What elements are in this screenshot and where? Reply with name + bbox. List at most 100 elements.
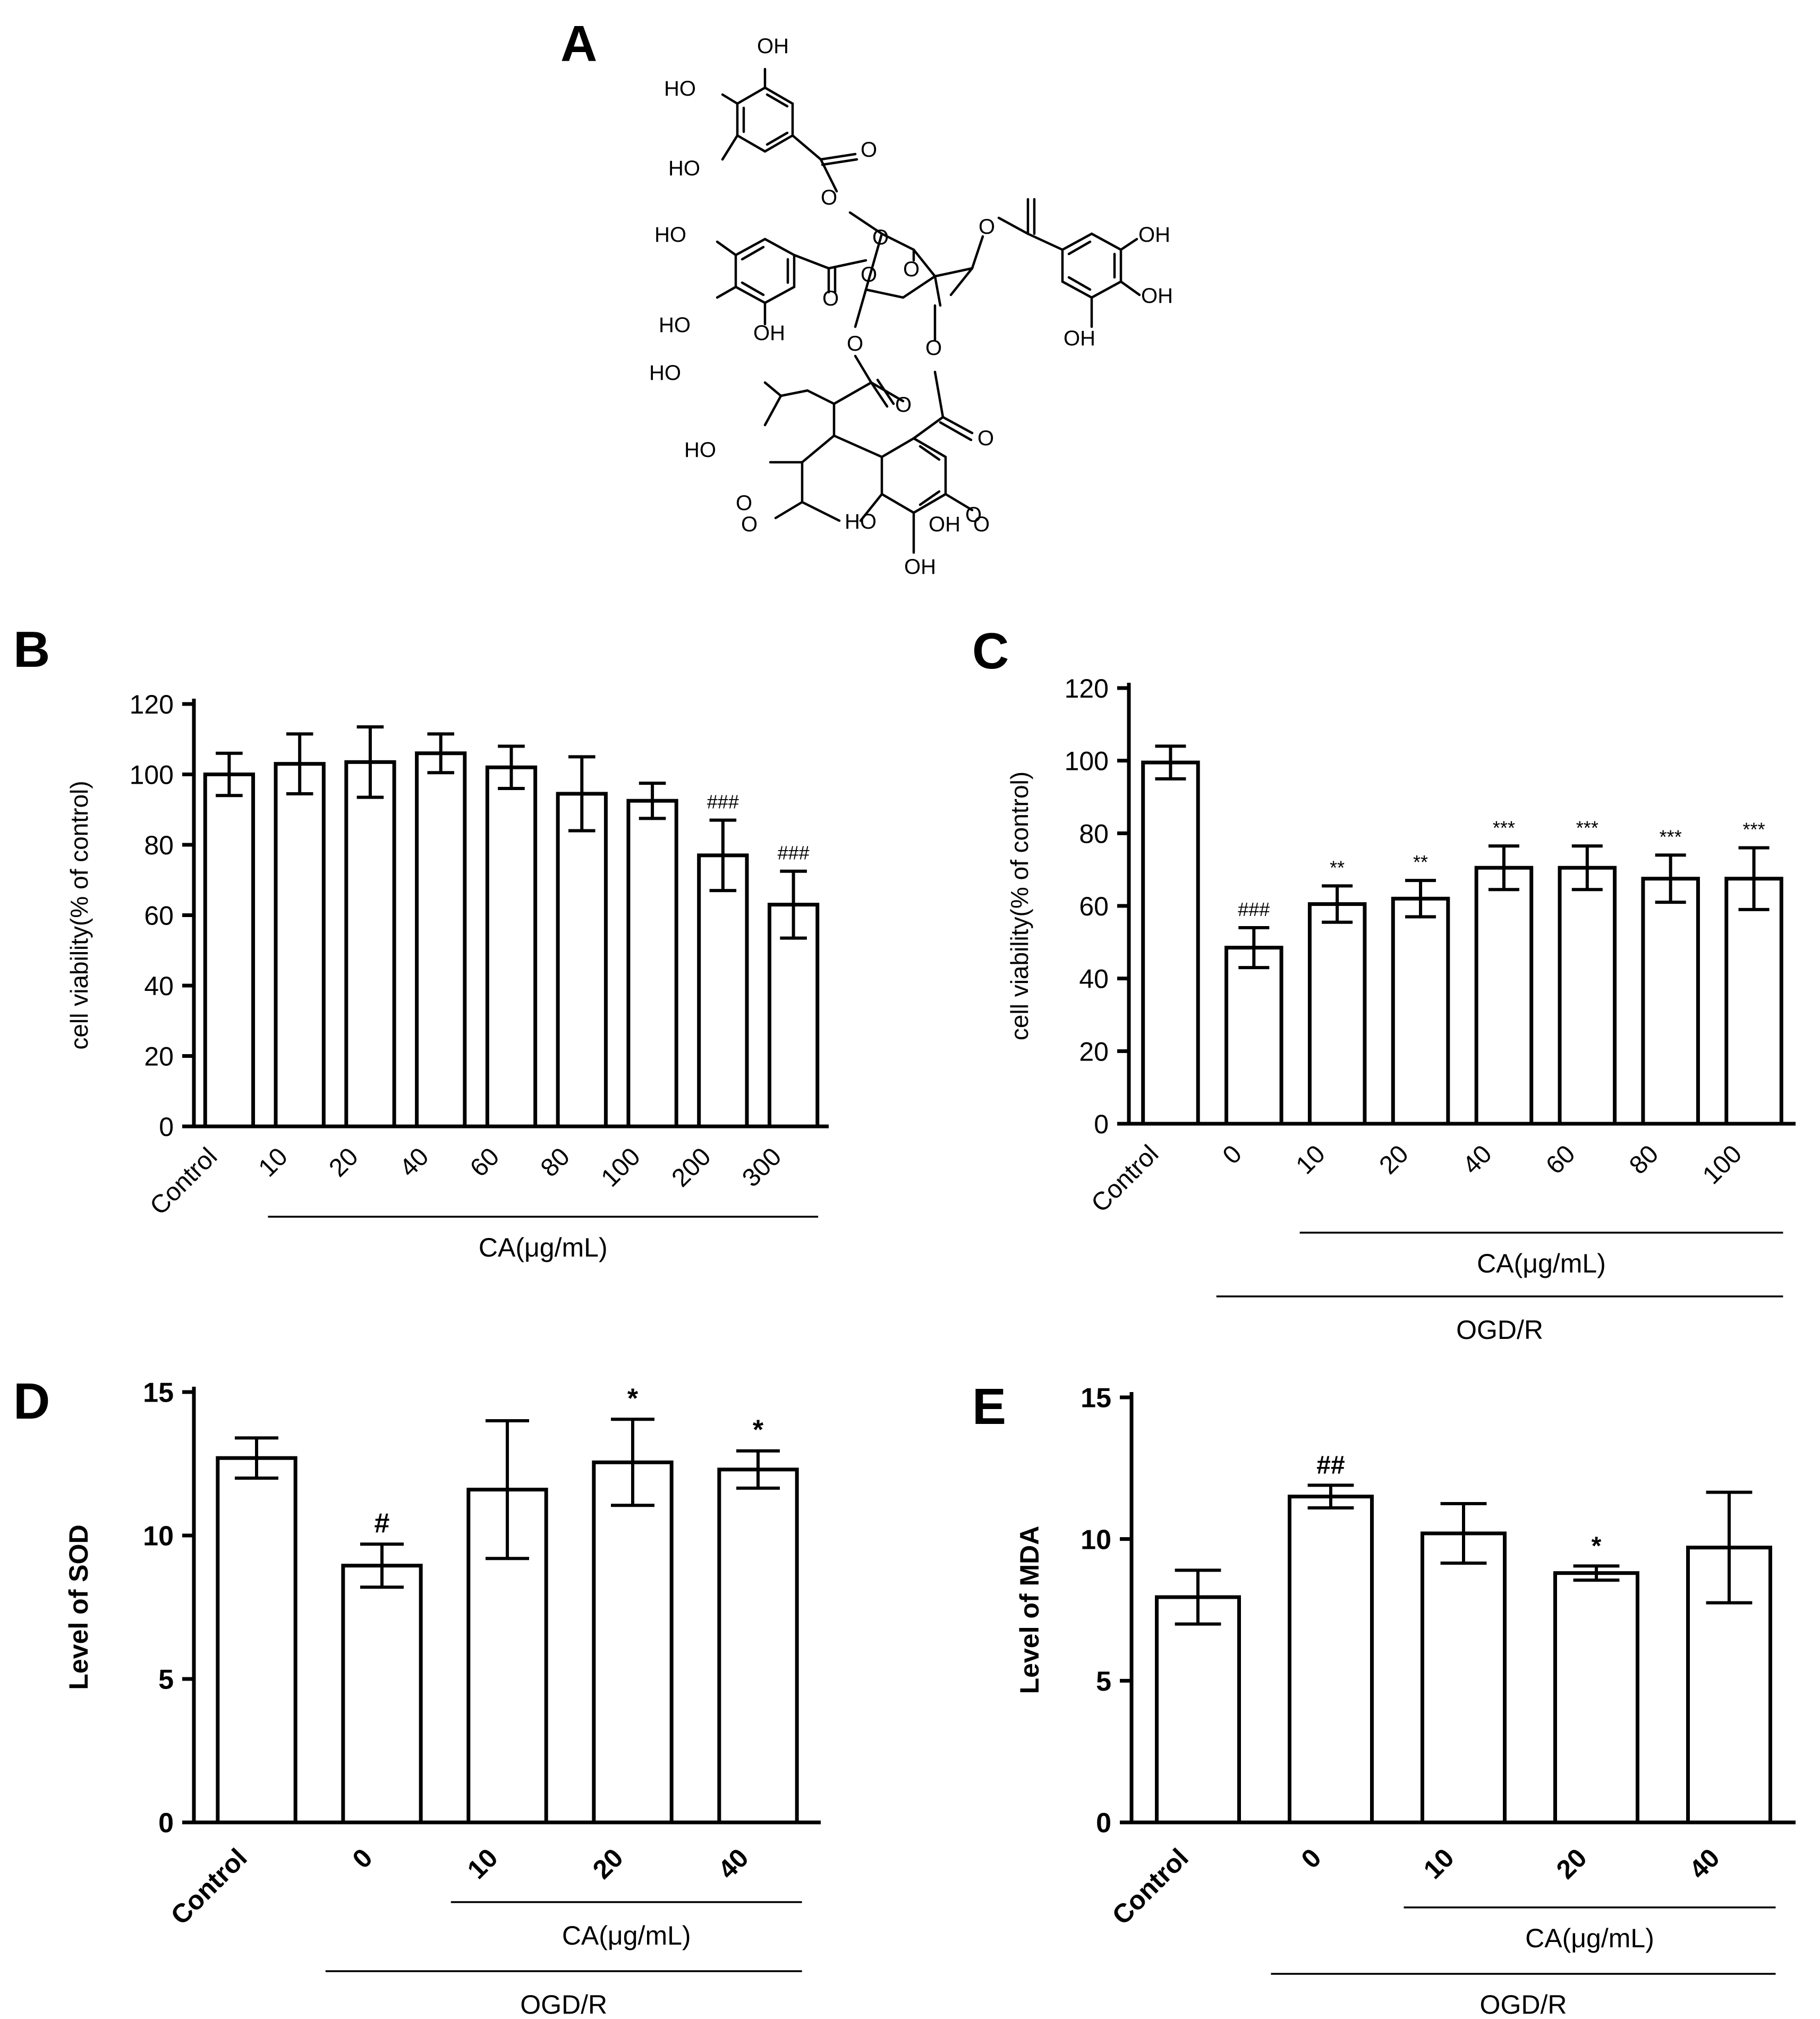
bar [1391, 896, 1450, 1126]
bar [1724, 877, 1783, 1126]
error-bar [780, 869, 807, 940]
y-axis-label: cell viability(% of control) [1006, 771, 1033, 1040]
atom-label: HO [664, 77, 696, 100]
error-bar [427, 732, 455, 775]
atom-label: O [861, 138, 877, 162]
atom-label: O [977, 427, 994, 450]
x-tick-label: 10 [1291, 1140, 1331, 1180]
y-tick-label: 60 [144, 901, 174, 931]
atom-label: OH [1138, 223, 1170, 247]
group-label: CA(μg/mL) [479, 1233, 608, 1262]
error-bar [1238, 926, 1270, 970]
error-bar [235, 1436, 278, 1480]
error-bar [360, 1542, 404, 1589]
x-tick-label: 100 [596, 1142, 646, 1192]
y-tick-label: 15 [1081, 1383, 1111, 1414]
significance-label: ## [1316, 1451, 1345, 1479]
group-label: CA(μg/mL) [1477, 1249, 1606, 1278]
bar [1558, 866, 1617, 1126]
x-tick-label: 0 [1296, 1843, 1327, 1874]
bar [274, 762, 326, 1129]
atom-label: O [965, 503, 982, 527]
atom-label: O [736, 491, 752, 515]
x-tick-label: 10 [253, 1142, 293, 1182]
significance-label: *** [1660, 826, 1682, 847]
x-tick-label: 0 [1218, 1140, 1247, 1169]
y-tick-label: 15 [143, 1378, 174, 1409]
error-bar [1488, 844, 1519, 892]
y-tick-label: 0 [1096, 1808, 1111, 1839]
x-tick-label: 20 [324, 1142, 363, 1182]
atom-label: O [979, 215, 995, 239]
y-tick-label: 5 [158, 1665, 174, 1695]
x-tick-label: 40 [1457, 1140, 1497, 1180]
y-tick-label: 60 [1079, 892, 1109, 921]
y-tick-label: 80 [144, 830, 174, 860]
error-bar [356, 725, 384, 799]
atom-label: O [822, 287, 839, 310]
group-label: OGD/R [1480, 1990, 1567, 2019]
x-tick-label: 40 [1683, 1843, 1725, 1885]
chemical-structure [716, 67, 1141, 554]
bar [1155, 1595, 1241, 1825]
atom-label: HO [684, 438, 716, 462]
bar [341, 1564, 423, 1825]
y-axis-label: cell viability(% of control) [65, 781, 93, 1049]
error-bar [568, 755, 596, 833]
y-tick-label: 80 [1079, 819, 1109, 849]
atom-label: OH [904, 555, 936, 579]
bar [216, 1456, 297, 1825]
significance-label: *** [1493, 817, 1515, 838]
bar [1288, 1495, 1374, 1825]
group-label: OGD/R [1456, 1315, 1543, 1345]
x-tick-label: 20 [587, 1843, 629, 1885]
error-bar [709, 818, 737, 893]
y-tick-label: 100 [1065, 746, 1109, 776]
group-label: CA(μg/mL) [562, 1921, 691, 1950]
x-tick-label: 100 [1697, 1140, 1747, 1190]
error-bar [216, 751, 243, 798]
atom-label: O [973, 513, 990, 536]
chart-b: 0 20 40 60 80 100 120 cell viability(% of contr… [65, 690, 829, 1262]
bar [1474, 866, 1534, 1126]
y-tick-label: 10 [1081, 1524, 1111, 1555]
x-tick-label: 40 [712, 1843, 754, 1885]
y-tick-label: 120 [130, 690, 174, 719]
significance-label: # [375, 1508, 390, 1539]
y-tick-label: 40 [144, 971, 174, 1001]
error-bar [1738, 846, 1770, 911]
error-bar [1322, 884, 1353, 924]
error-bar [1706, 1490, 1753, 1605]
bar [767, 903, 820, 1129]
chart-e: 0 5 10 15 Level of MDA Control ## 0 10 * 20 40 CA(μg… [1015, 1383, 1796, 2019]
y-tick-label: 0 [158, 1808, 174, 1839]
x-tick-label: Control [144, 1142, 223, 1220]
x-tick-label: Control [1086, 1140, 1164, 1218]
bar [1421, 1531, 1507, 1825]
error-bar [1307, 1483, 1354, 1509]
x-tick-label: 40 [394, 1142, 434, 1182]
atom-label: HO [668, 157, 700, 180]
bar [626, 799, 678, 1129]
bar [1141, 760, 1200, 1126]
bar [556, 792, 608, 1129]
panel-letter-c: C [972, 623, 1009, 680]
x-tick-label: 0 [347, 1843, 378, 1874]
x-tick-label: 60 [465, 1142, 505, 1182]
bar [697, 853, 749, 1129]
atom-label: OH [1141, 284, 1173, 308]
atom-label: HO [649, 361, 681, 385]
error-bar [486, 1419, 529, 1560]
x-tick-label: 80 [1624, 1140, 1664, 1180]
bar [485, 765, 538, 1129]
significance-label: * [627, 1383, 639, 1414]
x-tick-label: 200 [667, 1142, 717, 1192]
atom-label: O [861, 263, 877, 286]
significance-label: *** [1576, 817, 1598, 838]
atom-label: O [925, 336, 942, 360]
y-tick-label: 20 [144, 1042, 174, 1072]
atom-label: HO [845, 510, 877, 533]
